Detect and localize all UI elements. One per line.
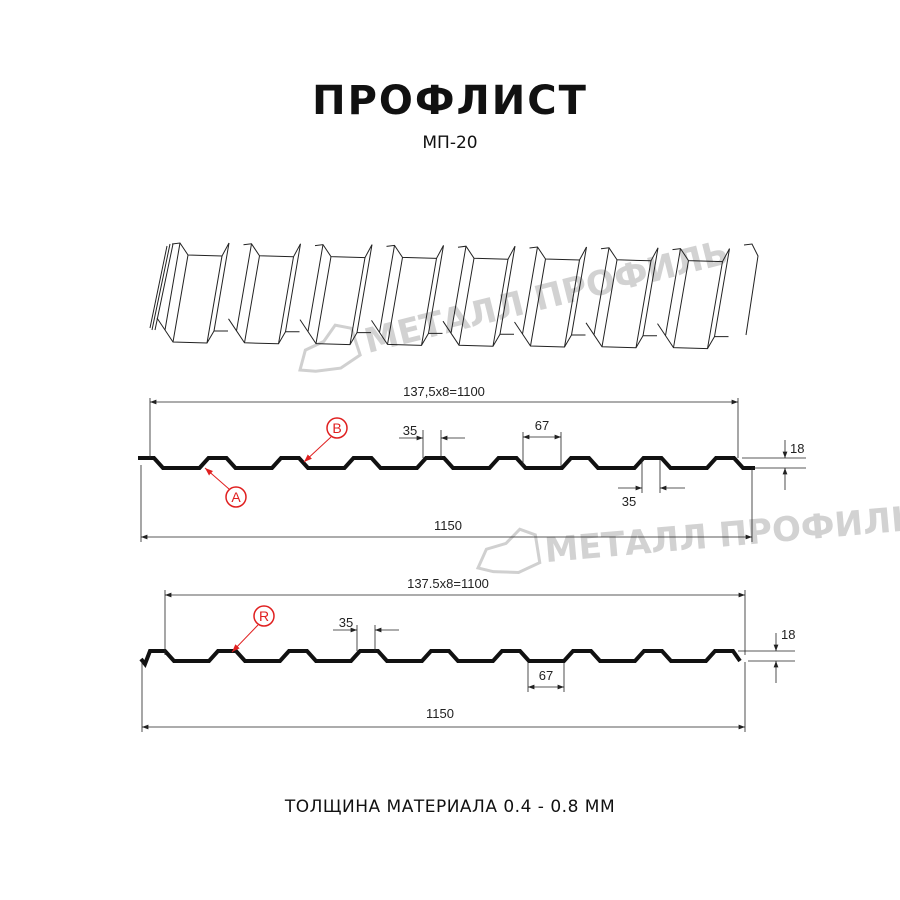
height-dimension: 18 — [790, 441, 804, 456]
sheet-rib — [379, 245, 444, 346]
watermark: МЕТАЛЛ ПРОФИЛЬ МЕТАЛЛ ПРОФИЛЬ — [298, 233, 900, 574]
sheet-rib — [743, 243, 759, 336]
sheet-rib — [164, 242, 230, 344]
profile-b-section — [139, 649, 742, 668]
sheet-rib — [386, 244, 444, 259]
sheet-rib — [156, 317, 228, 344]
top-width-dimension: 35 — [339, 615, 353, 630]
total-dimension: 1150 — [434, 518, 462, 533]
sheet-rib — [657, 323, 729, 350]
pitch-dimension: 137.5x8=1100 — [407, 576, 489, 591]
watermark-text: МЕТАЛЛ ПРОФИЛЬ — [360, 233, 732, 362]
rib-width-dimension: 35 — [622, 494, 636, 509]
sheet-rib — [149, 243, 174, 331]
profile-b-drawing: 137.5x8=1100 1150 35 67 18 R — [139, 576, 795, 732]
pitch-dimension: 137,5x8=1100 — [403, 384, 485, 399]
sheet-rib — [665, 248, 730, 349]
sheet-rib — [236, 243, 301, 344]
sheet-rib — [171, 242, 230, 257]
callout-a: A — [231, 489, 241, 505]
sheet-rib — [371, 320, 443, 346]
profile-3d-view — [149, 242, 759, 350]
height-dimension: 18 — [781, 627, 795, 642]
watermark-logo-icon — [298, 323, 362, 373]
material-thickness-note: ТОЛЩИНА МАТЕРИАЛА 0.4 - 0.8 ММ — [284, 797, 616, 817]
bottom-width-dimension: 67 — [535, 418, 549, 433]
sheet-rib — [593, 247, 659, 348]
watermark-logo-icon — [475, 527, 542, 574]
sheet-rib — [228, 318, 300, 345]
sheet-rib — [299, 319, 371, 346]
sheet-rib — [457, 245, 516, 260]
sheet-rib — [522, 246, 587, 348]
profile-a-drawing: 137,5x8=1100 1150 35 67 35 18 B A — [138, 384, 806, 542]
sheet-rib — [314, 244, 373, 259]
bottom-width-dimension: 67 — [539, 668, 553, 683]
total-dimension: 1150 — [426, 706, 454, 721]
sheet-rib — [529, 246, 587, 261]
profile-a-section — [138, 456, 755, 470]
sheet-rib — [243, 243, 301, 258]
top-width-dimension: 35 — [403, 423, 417, 438]
callout-r: R — [259, 608, 269, 624]
sheet-rib — [307, 244, 373, 345]
sheet-rib — [450, 246, 516, 347]
sheet-rib — [442, 320, 514, 347]
sheet-rib — [585, 322, 657, 349]
watermark-text: МЕТАЛЛ ПРОФИЛЬ — [543, 499, 900, 571]
callout-b: B — [332, 420, 341, 436]
model-subtitle: МП-20 — [422, 133, 478, 153]
page-title: ПРОФЛИСТ — [312, 78, 588, 124]
sheet-rib — [514, 321, 586, 348]
